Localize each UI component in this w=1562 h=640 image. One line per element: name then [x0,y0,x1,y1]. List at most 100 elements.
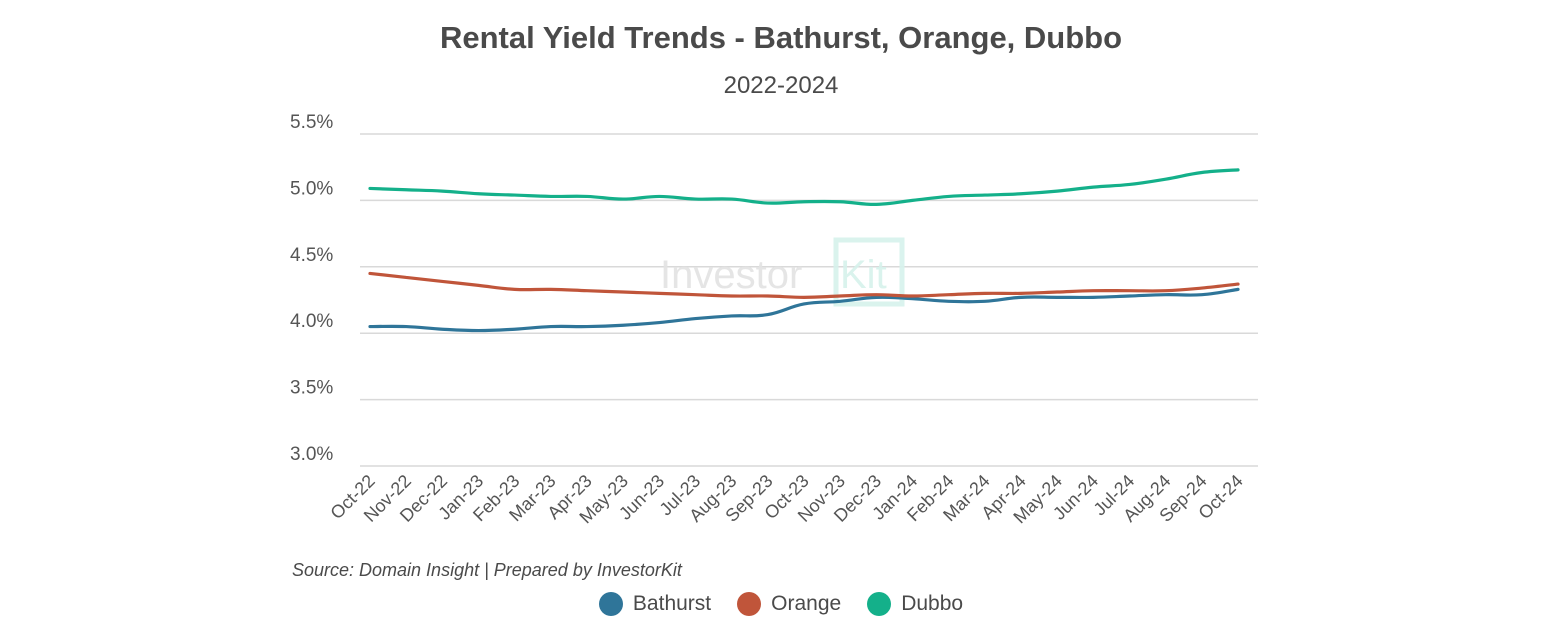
data-point-dubbo [694,197,698,201]
svg-text:Investor: Investor [660,253,802,297]
data-point-orange [766,294,770,298]
legend-label-dubbo: Dubbo [901,592,964,615]
data-point-orange [911,294,915,298]
data-point-dubbo [1128,182,1132,186]
data-point-orange [477,283,481,287]
legend-marker-orange [737,592,762,616]
data-point-bathurst [694,317,698,321]
data-point-bathurst [368,325,372,329]
data-point-dubbo [585,194,589,198]
data-point-dubbo [440,189,444,193]
svg-text:Kit: Kit [840,253,887,297]
legend-label-bathurst: Bathurst [632,592,712,615]
data-point-orange [368,271,372,275]
legend-label-orange: Orange [771,592,842,615]
data-point-orange [513,287,517,291]
data-point-bathurst [440,327,444,331]
data-point-orange [802,295,806,299]
data-point-orange [838,294,842,298]
y-tick-label: 3.0% [290,444,333,465]
data-point-bathurst [766,313,770,317]
data-point-orange [404,275,408,279]
data-point-dubbo [802,200,806,204]
series-lines [368,168,1240,333]
data-point-orange [585,289,589,293]
data-point-bathurst [1019,295,1023,299]
legend-item-bathurst[interactable]: Bathurst [598,592,712,616]
data-point-dubbo [368,186,372,190]
data-point-dubbo [983,193,987,197]
data-point-orange [1236,282,1240,286]
data-point-dubbo [1055,189,1059,193]
data-point-bathurst [585,325,589,329]
data-point-bathurst [549,325,553,329]
series-line-bathurst [368,287,1240,333]
investorkit-watermark: Investor Kit [660,237,905,307]
series-line-dubbo [368,168,1240,206]
data-point-bathurst [1236,287,1240,291]
data-point-bathurst [1091,295,1095,299]
data-point-orange [947,293,951,297]
data-point-orange [1091,289,1095,293]
data-point-dubbo [1019,192,1023,196]
y-axis-labels: 3.0% 3.5% 4.0% 4.5% 5.0% 5.5% [290,112,333,465]
source-note: Source: Domain Insight | Prepared by Inv… [292,560,682,580]
data-point-bathurst [404,325,408,329]
data-point-orange [983,291,987,295]
data-point-bathurst [1164,293,1168,297]
data-point-bathurst [802,302,806,306]
data-point-dubbo [1164,177,1168,181]
data-point-dubbo [1236,168,1240,172]
legend: Bathurst Orange Dubbo [0,592,1562,616]
data-point-dubbo [874,202,878,206]
data-point-bathurst [657,321,661,325]
y-tick-label: 5.0% [290,178,333,199]
data-point-orange [549,287,553,291]
data-point-bathurst [983,299,987,303]
series-line-orange [368,271,1240,299]
data-point-dubbo [730,197,734,201]
data-point-dubbo [766,201,770,205]
y-tick-label: 3.5% [290,378,333,399]
data-point-orange [1019,291,1023,295]
legend-item-orange[interactable]: Orange [737,592,841,616]
y-tick-label: 5.5% [290,112,333,133]
data-point-orange [621,290,625,294]
data-point-dubbo [1200,171,1204,175]
data-point-bathurst [1200,293,1204,297]
data-point-orange [874,293,878,297]
data-point-dubbo [911,198,915,202]
data-point-orange [657,291,661,295]
data-point-bathurst [477,329,481,333]
data-point-dubbo [513,193,517,197]
data-point-dubbo [657,194,661,198]
data-point-dubbo [947,194,951,198]
chart-title: Rental Yield Trends - Bathurst, Orange, … [439,20,1123,55]
x-axis-labels: Oct-22Nov-22Dec-22Jan-23Feb-23Mar-23Apr-… [326,471,1246,528]
legend-item-dubbo[interactable]: Dubbo [867,592,963,616]
data-point-bathurst [621,323,625,327]
data-point-dubbo [549,194,553,198]
y-tick-label: 4.0% [290,311,333,332]
chart-subtitle: 2022-2024 [723,72,839,99]
y-tick-label: 4.5% [290,245,333,266]
data-point-orange [730,294,734,298]
data-point-bathurst [1055,295,1059,299]
data-point-bathurst [730,314,734,318]
data-point-orange [1055,290,1059,294]
gridlines [360,133,1258,467]
data-point-dubbo [838,200,842,204]
data-point-orange [694,293,698,297]
data-point-orange [440,279,444,283]
data-point-orange [1128,289,1132,293]
data-point-dubbo [1091,185,1095,189]
data-point-orange [1200,286,1204,290]
data-point-bathurst [1128,294,1132,298]
data-point-dubbo [477,192,481,196]
data-point-orange [1164,289,1168,293]
data-point-bathurst [838,299,842,303]
legend-marker-bathurst [598,592,623,616]
data-point-bathurst [947,299,951,303]
data-point-dubbo [404,188,408,192]
